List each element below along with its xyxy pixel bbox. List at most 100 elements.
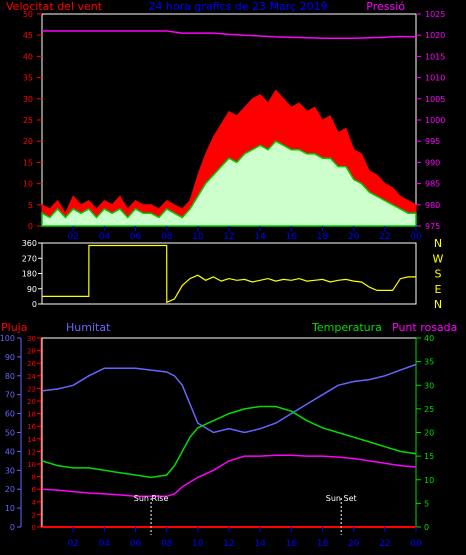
rain-title: Pluja xyxy=(1,321,27,334)
wind-panel: 0510152025303540455097598098599099510001… xyxy=(23,10,446,242)
pressure-title: Pressió xyxy=(366,0,405,13)
wind-x-tick-label: 16 xyxy=(286,232,298,242)
compass-label: N xyxy=(434,237,442,250)
direction-y-tick-label: 0 xyxy=(32,300,37,309)
humidity-y-tick-label: 26 xyxy=(27,360,36,368)
wind-x-tick-label: 02 xyxy=(67,232,78,242)
wind-average-series xyxy=(41,140,417,227)
temperature-y-tick-label: 5 xyxy=(424,499,429,508)
pressure-y-tick-label: 975 xyxy=(425,222,440,231)
temperature-y-tick-label: 40 xyxy=(424,334,434,343)
wind-y-tick-label: 25 xyxy=(23,116,33,125)
humidity-y-tick-label: 8 xyxy=(32,474,36,482)
direction-y-tick-label: 270 xyxy=(22,254,37,263)
humidity-y-tick-label: 12 xyxy=(27,448,36,456)
humidity-title: Humitat xyxy=(66,321,111,334)
temperature-y-tick-label: 30 xyxy=(424,381,434,390)
direction-y-tick-label: 360 xyxy=(22,239,37,248)
wind-x-tick-label: 18 xyxy=(317,232,329,242)
rain-y-tick-label: 40 xyxy=(5,447,15,456)
climate-x-tick-label: 08 xyxy=(161,539,173,549)
humidity-y-tick-label: 18 xyxy=(27,411,36,419)
temperature-y-tick-label: 20 xyxy=(424,429,434,438)
climate-x-tick-label: 14 xyxy=(254,539,266,549)
wind-y-tick-label: 40 xyxy=(23,52,33,61)
wind-x-tick-label: 00 xyxy=(410,232,422,242)
pressure-y-tick-label: 1010 xyxy=(425,74,445,83)
direction-y-tick-label: 180 xyxy=(22,270,37,279)
wind-x-tick-label: 20 xyxy=(348,232,360,242)
rain-y-tick-label: 80 xyxy=(5,372,15,381)
humidity-y-tick-label: 20 xyxy=(27,398,36,406)
temperature-y-tick-label: 10 xyxy=(424,476,434,485)
wind-y-tick-label: 30 xyxy=(23,95,33,104)
wind-speed-title: Velocitat del vent xyxy=(6,0,103,13)
pressure-y-tick-label: 985 xyxy=(425,180,440,189)
wind-x-tick-label: 22 xyxy=(379,232,390,242)
rain-y-tick-label: 20 xyxy=(5,485,15,494)
pressure-y-tick-label: 980 xyxy=(425,201,440,210)
humidity-y-tick-label: 22 xyxy=(27,385,36,393)
chart-title: 24 hora grafics de 23 Març 2019 xyxy=(148,0,327,13)
pressure-y-tick-label: 1025 xyxy=(425,10,445,19)
direction-y-tick-label: 90 xyxy=(27,285,37,294)
pressure-y-tick-label: 995 xyxy=(425,137,440,146)
climate-x-tick-label: 18 xyxy=(317,539,329,549)
wind-y-tick-label: 35 xyxy=(23,74,33,83)
temperature-series xyxy=(41,405,417,479)
humidity-y-tick-label: 0 xyxy=(32,524,36,532)
humidity-y-tick-label: 6 xyxy=(32,486,37,494)
compass-label: N xyxy=(434,298,442,311)
climate-x-tick-label: 10 xyxy=(192,539,204,549)
wind-x-tick-label: 14 xyxy=(254,232,266,242)
direction-series xyxy=(42,244,416,304)
rain-y-tick-label: 10 xyxy=(5,504,15,513)
climate-x-tick-label: 00 xyxy=(410,539,422,549)
wind-y-tick-label: 15 xyxy=(23,158,33,167)
sun-marker-label: Sun Rise xyxy=(134,494,169,503)
temperature-y-tick-label: 35 xyxy=(424,358,434,367)
rain-y-tick-label: 0 xyxy=(10,523,15,532)
compass-label: W xyxy=(433,252,444,265)
climate-x-tick-label: 12 xyxy=(223,539,234,549)
humidity-y-tick-label: 30 xyxy=(27,335,36,343)
temperature-y-tick-label: 25 xyxy=(424,405,434,414)
wind-y-tick-label: 45 xyxy=(23,31,33,40)
rain-y-tick-label: 60 xyxy=(5,410,15,419)
humidity-y-tick-label: 14 xyxy=(27,436,36,444)
climate-frame xyxy=(41,337,417,528)
humidity-y-tick-label: 28 xyxy=(27,348,36,356)
humidity-y-tick-label: 4 xyxy=(32,499,37,507)
humidity-y-tick-label: 24 xyxy=(27,373,36,381)
humidity-y-tick-label: 10 xyxy=(27,461,36,469)
wind-x-tick-label: 04 xyxy=(99,232,111,242)
climate-x-tick-label: 20 xyxy=(348,539,360,549)
rain-y-tick-label: 100 xyxy=(0,334,15,343)
climate-x-tick-label: 16 xyxy=(286,539,298,549)
wind-x-tick-label: 06 xyxy=(130,232,142,242)
wind-x-tick-label: 12 xyxy=(223,232,234,242)
rain-y-tick-label: 70 xyxy=(5,391,15,400)
temperature-title: Temperatura xyxy=(311,321,382,334)
pressure-y-tick-label: 1020 xyxy=(425,31,445,40)
climate-x-tick-label: 04 xyxy=(99,539,111,549)
rain-y-tick-label: 50 xyxy=(5,429,15,438)
pressure-y-tick-label: 1005 xyxy=(425,95,445,104)
temperature-y-tick-label: 0 xyxy=(424,523,429,532)
temperature-y-tick-label: 15 xyxy=(424,452,434,461)
dewpoint-title: Punt rosada xyxy=(392,321,457,334)
dewpoint-series xyxy=(41,454,417,498)
humidity-series xyxy=(41,363,417,434)
wind-y-tick-label: 5 xyxy=(28,201,33,210)
wind-y-tick-label: 0 xyxy=(28,222,33,231)
wind-y-tick-label: 50 xyxy=(23,10,33,19)
wind-y-tick-label: 10 xyxy=(23,180,33,189)
rain-y-tick-label: 90 xyxy=(5,353,15,362)
humidity-y-tick-label: 16 xyxy=(27,423,36,431)
climate-x-tick-label: 22 xyxy=(379,539,390,549)
wind-x-tick-label: 08 xyxy=(161,232,173,242)
wind-y-tick-label: 20 xyxy=(23,137,33,146)
pressure-y-tick-label: 990 xyxy=(425,158,440,167)
humidity-y-tick-label: 2 xyxy=(32,511,36,519)
direction-frame xyxy=(41,242,417,305)
